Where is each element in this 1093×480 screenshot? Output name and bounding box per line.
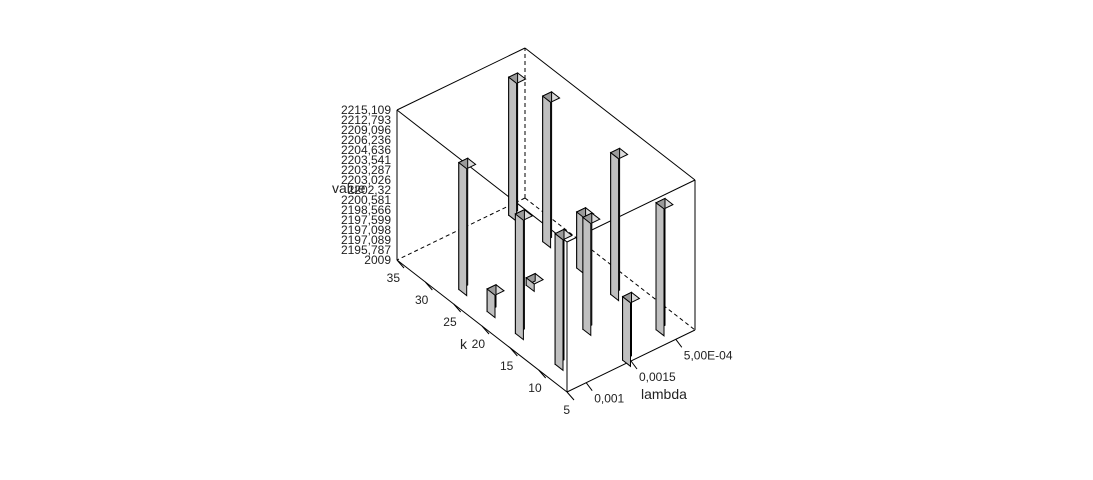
value-tick-label: 2206,236 (341, 133, 391, 147)
bar (457, 157, 477, 297)
bar-face (514, 212, 524, 341)
k-tick-label: 20 (472, 337, 486, 351)
bar (655, 197, 674, 337)
box-edge (396, 109, 568, 243)
bar-face (655, 201, 665, 337)
bar (621, 291, 641, 368)
k-tick-label: 15 (500, 359, 514, 373)
bar (554, 228, 573, 372)
bar (581, 212, 601, 337)
bar-face (542, 95, 552, 249)
value-tick-label: 2202,32 (348, 183, 392, 197)
bar (514, 208, 534, 341)
x-axis-title: lambda (641, 386, 687, 402)
value-tick-label: 2197,089 (341, 233, 391, 247)
value-tick-label: 2215,109 (341, 103, 391, 117)
bar (525, 272, 545, 293)
box-edge (524, 47, 696, 181)
k-tick-label: 25 (443, 315, 457, 329)
bar-face (508, 76, 518, 223)
value-tick-label: 2198,566 (341, 203, 391, 217)
k-tick-label: 35 (387, 271, 401, 285)
value-tick-label: 2203,541 (341, 153, 391, 167)
value-tick-label: 2203,287 (341, 163, 391, 177)
value-tick-label: 2209,096 (341, 123, 391, 137)
value-tick-label: 2200,581 (341, 193, 391, 207)
k-tick-mark (566, 391, 575, 401)
ticks: 5 10 15 20 25 30 35 0,001 0,0015 5,00E-04 20092195… (341, 103, 733, 417)
lambda-tick-label: 5,00E-04 (684, 348, 733, 362)
bar (507, 72, 527, 223)
k-tick-mark (453, 303, 462, 313)
k-tick-mark (509, 347, 518, 357)
bar (486, 283, 505, 319)
k-tick-mark (396, 259, 405, 269)
box-edge (396, 47, 526, 111)
value-tick-label: 2195,787 (341, 243, 391, 257)
bar-face (582, 216, 592, 337)
value-tick-label: 2204,636 (341, 143, 391, 157)
value-tick-label: 2197,599 (341, 213, 391, 227)
value-tick-label: 2197,098 (341, 223, 391, 237)
k-tick-label: 30 (415, 293, 429, 307)
lambda-tick-mark (585, 382, 593, 392)
bar-face (610, 151, 620, 302)
bars (457, 72, 674, 372)
bar-face (622, 295, 631, 368)
bar-face (525, 276, 535, 293)
value-tick-label: 2203,026 (341, 173, 391, 187)
value-tick-label: 2009 (364, 253, 391, 267)
k-tick-label: 5 (563, 403, 570, 417)
k-tick-label: 10 (528, 381, 542, 395)
bar-face (486, 287, 496, 319)
value-tick-label: 2212,793 (341, 113, 391, 127)
bar (609, 147, 629, 302)
bar-face (554, 232, 564, 372)
z-axis-title: value (332, 180, 366, 196)
k-tick-mark (538, 369, 547, 379)
bar (541, 91, 561, 249)
lambda-tick-label: 0,0015 (639, 370, 676, 384)
lambda-tick-label: 0,001 (594, 392, 624, 406)
box-hidden-edge (524, 197, 696, 331)
bar-face (458, 161, 468, 297)
y-axis-title: k (460, 336, 468, 352)
lambda-tick-mark (675, 338, 683, 348)
k-tick-mark (481, 325, 490, 335)
lambda-tick-mark (630, 360, 638, 370)
k-tick-mark (424, 281, 433, 291)
